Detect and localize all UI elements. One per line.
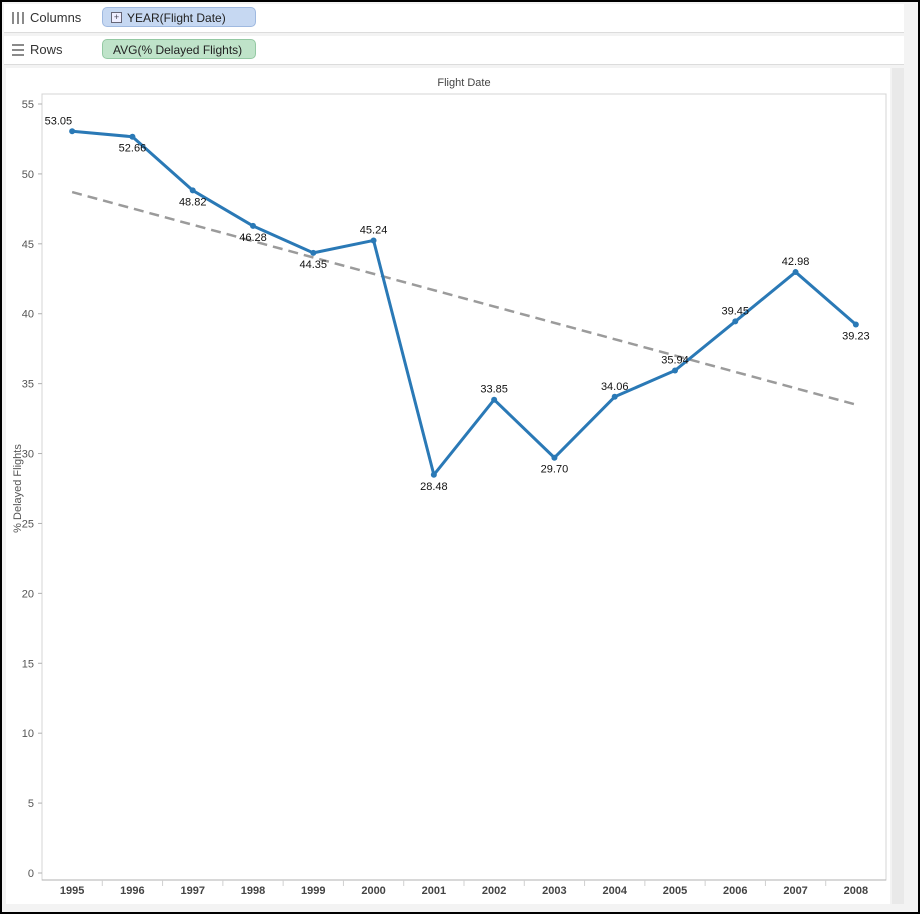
x-tick-label: 2007 (783, 885, 807, 897)
x-tick-label: 2003 (542, 885, 566, 897)
data-point (250, 222, 256, 229)
columns-label: Columns (30, 10, 82, 25)
line-chart: Flight Date 0 5 10 15 20 25 30 35 40 45 50 55 % Delay… (12, 77, 887, 897)
plot-border (41, 93, 887, 881)
x-tick-label: 1995 (60, 885, 84, 897)
data-label: 42.98 (782, 256, 810, 268)
x-tick-label: 2000 (361, 885, 385, 897)
x-tick-label: 1999 (301, 885, 325, 897)
y-tick-label: 10 (22, 728, 34, 740)
data-point (551, 454, 558, 461)
y-tick-label: 0 (28, 868, 34, 880)
data-label: 52.66 (119, 143, 147, 155)
y-tick-label: 25 (22, 518, 34, 530)
y-tick-label: 55 (22, 99, 34, 111)
data-label: 34.06 (601, 381, 629, 393)
scrollbar-track[interactable] (892, 68, 904, 904)
data-label: 45.24 (360, 224, 388, 236)
data-label: 33.85 (480, 384, 508, 396)
data-label: 39.45 (722, 305, 750, 317)
data-point (792, 269, 799, 276)
data-label: 28.48 (420, 481, 448, 493)
data-label: 46.28 (239, 232, 267, 244)
series-line (72, 129, 857, 477)
data-point (732, 318, 739, 325)
rows-label: Rows (30, 42, 63, 57)
data-point (310, 249, 317, 256)
rows-shelf[interactable]: Rows AVG(% Delayed Flights) (4, 36, 904, 65)
y-tick-label: 35 (22, 379, 34, 391)
y-tick-label: 40 (22, 309, 34, 321)
header-title: Flight Date (437, 77, 490, 89)
x-tick-label: 2008 (844, 885, 868, 897)
data-label: 48.82 (179, 196, 207, 208)
visualization-pane: Flight Date 0 5 10 15 20 25 30 35 40 45 50 55 % Delay… (6, 68, 890, 904)
data-label: 29.70 (541, 464, 569, 476)
x-tick-label: 1997 (180, 885, 204, 897)
data-point (69, 128, 76, 135)
year-flight-date-pill[interactable]: + YEAR(Flight Date) (102, 7, 256, 27)
x-tick-label: 1996 (120, 885, 144, 897)
x-tick-label: 2005 (663, 885, 687, 897)
data-point (611, 393, 618, 400)
x-tick-label: 1998 (241, 885, 265, 897)
rows-pill-label: AVG(% Delayed Flights) (113, 43, 243, 57)
data-point (852, 321, 859, 328)
x-tick-label: 2002 (482, 885, 506, 897)
expand-plus-icon[interactable]: + (111, 12, 122, 23)
y-tick-label: 45 (22, 239, 34, 251)
data-point (189, 187, 196, 194)
y-tick-label: 20 (22, 588, 34, 600)
data-point (370, 237, 377, 244)
y-tick-label: 5 (28, 798, 34, 810)
y-tick-label: 50 (22, 169, 34, 181)
rows-icon (12, 44, 24, 56)
columns-icon (12, 12, 24, 24)
columns-shelf[interactable]: Columns + YEAR(Flight Date) (4, 4, 904, 33)
x-tick-label: 2004 (602, 885, 627, 897)
data-point (129, 133, 136, 140)
x-tick-label: 2001 (422, 885, 446, 897)
data-point (430, 471, 437, 478)
y-tick-label: 15 (22, 658, 34, 670)
y-axis-title: % Delayed Flights (12, 444, 24, 533)
data-label: 35.94 (661, 354, 689, 366)
data-label: 44.35 (300, 259, 328, 271)
y-tick-label: 30 (22, 449, 34, 461)
trend-line (71, 190, 857, 406)
data-point (672, 367, 678, 374)
data-label: 39.23 (842, 330, 870, 342)
x-tick-label: 2006 (723, 885, 747, 897)
avg-delayed-flights-pill[interactable]: AVG(% Delayed Flights) (102, 39, 256, 59)
data-label: 53.05 (45, 115, 73, 127)
data-point (491, 396, 498, 403)
columns-pill-label: YEAR(Flight Date) (127, 11, 226, 25)
